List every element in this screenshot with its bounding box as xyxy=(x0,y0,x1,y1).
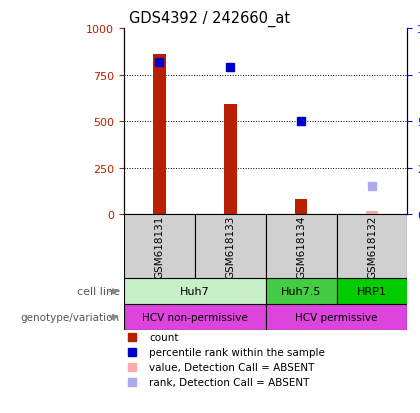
Text: GDS4392 / 242660_at: GDS4392 / 242660_at xyxy=(129,10,291,26)
Text: GSM618132: GSM618132 xyxy=(367,215,377,278)
Text: GSM618131: GSM618131 xyxy=(154,215,164,278)
Text: genotype/variation: genotype/variation xyxy=(21,312,120,322)
Bar xyxy=(265,215,336,279)
Text: cell line: cell line xyxy=(77,287,120,297)
Bar xyxy=(265,304,407,330)
Bar xyxy=(124,304,265,330)
Bar xyxy=(224,105,236,215)
Bar xyxy=(124,215,195,279)
Text: count: count xyxy=(150,332,179,342)
Bar xyxy=(295,200,307,215)
Bar xyxy=(153,55,166,215)
Text: value, Detection Call = ABSENT: value, Detection Call = ABSENT xyxy=(150,363,315,373)
Bar xyxy=(365,211,378,215)
Text: GSM618133: GSM618133 xyxy=(225,215,235,278)
Text: HCV non-permissive: HCV non-permissive xyxy=(142,312,248,322)
Bar xyxy=(336,215,407,279)
Bar xyxy=(265,279,336,304)
Bar xyxy=(336,279,407,304)
Text: rank, Detection Call = ABSENT: rank, Detection Call = ABSENT xyxy=(150,377,310,387)
Text: GSM618134: GSM618134 xyxy=(296,215,306,278)
Bar xyxy=(365,211,378,215)
Text: HRP1: HRP1 xyxy=(357,287,387,297)
Text: HCV permissive: HCV permissive xyxy=(295,312,378,322)
Bar xyxy=(124,279,265,304)
Text: percentile rank within the sample: percentile rank within the sample xyxy=(150,347,325,357)
Bar xyxy=(195,215,265,279)
Text: Huh7.5: Huh7.5 xyxy=(281,287,321,297)
Text: Huh7: Huh7 xyxy=(180,287,210,297)
